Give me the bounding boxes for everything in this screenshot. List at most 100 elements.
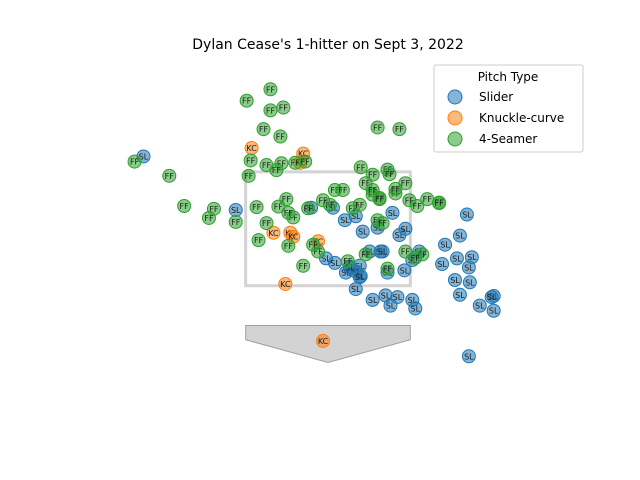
- legend-frame: [433, 64, 584, 153]
- pitch-label: FF: [282, 195, 292, 204]
- pitch-point-ff: [243, 153, 258, 168]
- pitch-point-sl: [452, 287, 467, 302]
- pitch-label: SL: [489, 307, 499, 316]
- pitch-label: SL: [351, 285, 361, 294]
- pitch-label: FF: [301, 158, 311, 167]
- pitch-point-sl: [449, 251, 464, 266]
- pitch-label: FF: [375, 195, 385, 204]
- pitch-label: FF: [130, 158, 140, 167]
- pitch-label: SL: [355, 273, 365, 282]
- pitch-label: FF: [423, 195, 433, 204]
- pitch-label: FF: [262, 219, 272, 228]
- pitch-point-ff: [306, 237, 321, 252]
- legend-label: Knuckle-curve: [479, 111, 564, 125]
- pitch-label: SL: [408, 296, 418, 305]
- pitch-point-ff: [201, 210, 216, 225]
- pitch-label: FF: [411, 254, 421, 263]
- legend-entries: Slider Knuckle-curve 4-Seamer: [447, 89, 564, 147]
- pitch-point-ff: [298, 154, 313, 169]
- pitch-label: FF: [242, 97, 252, 106]
- pitch-point-kc: [316, 333, 331, 348]
- pitch-label: SL: [395, 231, 405, 240]
- pitch-point-ff: [398, 244, 413, 259]
- pitch-label: FF: [356, 163, 366, 172]
- pitch-label: FF: [277, 159, 287, 168]
- pitch-point-ff: [296, 258, 311, 273]
- pitch-point-ff: [279, 192, 294, 207]
- pitch-label: FF: [209, 205, 219, 214]
- pitch-label: SL: [393, 293, 403, 302]
- pitch-label: FF: [284, 209, 294, 218]
- pitch-label: SL: [378, 248, 388, 257]
- pitch-label: FF: [244, 172, 254, 181]
- pitch-label: SL: [465, 278, 475, 287]
- pitch-point-ff: [259, 216, 274, 231]
- pitch-label: FF: [355, 201, 365, 210]
- pitch-label: FF: [368, 186, 378, 195]
- pitch-point-ff: [365, 167, 380, 182]
- pitch-label: FF: [279, 104, 289, 113]
- pitch-label: SL: [437, 260, 447, 269]
- pitch-label: FF: [378, 219, 388, 228]
- pitch-label: FF: [318, 196, 328, 205]
- pitch-label: FF: [304, 204, 314, 213]
- pitch-point-sl: [447, 273, 462, 287]
- pitch-label: FF: [266, 85, 276, 94]
- pitch-label: SL: [401, 225, 411, 234]
- pitch-point-sl: [438, 237, 453, 252]
- pitch-point-ff: [276, 100, 291, 115]
- pitch-point-ff: [249, 200, 264, 215]
- pitch-point-ff: [228, 214, 243, 229]
- pitch-label: FF: [289, 213, 299, 222]
- pitch-point-ff: [269, 163, 284, 178]
- pitch-point-ff: [273, 129, 288, 144]
- pitch-label: FF: [231, 218, 241, 227]
- pitch-label: FF: [299, 262, 309, 271]
- pitch-point-ff: [241, 168, 256, 183]
- pitch-label: FF: [330, 186, 340, 195]
- pitch-point-sl: [484, 290, 499, 305]
- pitch-label: FF: [309, 241, 319, 250]
- pitch-label: FF: [165, 172, 175, 181]
- pitch-point-sl: [462, 275, 477, 290]
- pitch-label: FF: [435, 199, 445, 208]
- pitch-point-ff: [388, 181, 403, 196]
- pitch-point-sl: [365, 292, 380, 307]
- pitch-point-sl: [435, 257, 450, 272]
- pitch-point-ff: [370, 120, 385, 135]
- pitch-point-sl: [461, 349, 476, 364]
- pitch-point-sl: [452, 228, 467, 243]
- pitch-point-sl: [459, 207, 474, 222]
- legend-label: Slider: [479, 90, 513, 104]
- pitch-point-kc: [278, 276, 293, 291]
- pitch-point-ff: [432, 195, 447, 210]
- pitch-label: SL: [467, 253, 477, 262]
- pitch-point-ff: [358, 247, 373, 262]
- pitch-label: FF: [401, 248, 411, 257]
- pitch-label: KC: [246, 144, 257, 153]
- pitch-point-sl: [472, 298, 487, 313]
- pitch-label: FF: [348, 204, 358, 213]
- pitch-label: SL: [340, 216, 350, 225]
- pitch-label: SL: [231, 206, 241, 215]
- pitch-point-ff: [365, 183, 380, 198]
- pitch-point-ff: [177, 199, 192, 213]
- pitch-point-sl: [355, 224, 370, 239]
- legend-title: Pitch Type: [478, 70, 539, 84]
- pitch-point-ff: [352, 197, 367, 212]
- pitch-label: FF: [313, 248, 323, 257]
- pitch-point-ff: [316, 193, 331, 208]
- pitch-label: SL: [411, 304, 421, 313]
- pitch-label: KC: [288, 233, 299, 242]
- pitch-label: FF: [274, 203, 284, 212]
- pitch-label: SL: [388, 209, 398, 218]
- pitch-point-sl: [486, 303, 501, 318]
- legend-marker: [447, 110, 463, 126]
- pitch-label: FF: [385, 170, 395, 179]
- legend-marker: [447, 89, 463, 105]
- pitch-point-ff: [408, 250, 423, 265]
- pitch-label: SL: [139, 152, 149, 161]
- pitch-label: SL: [381, 291, 391, 300]
- pitch-label: SL: [464, 263, 474, 272]
